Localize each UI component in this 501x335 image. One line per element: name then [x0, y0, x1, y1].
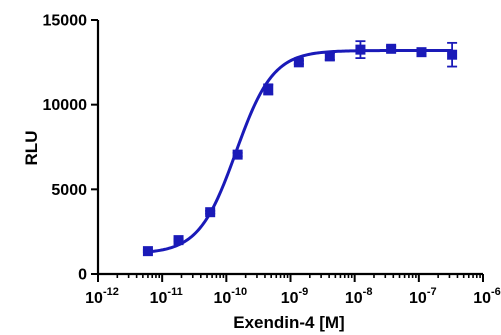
data-point — [232, 149, 243, 160]
data-point — [386, 43, 397, 54]
y-tick-label: 10000 — [43, 97, 88, 114]
data-point — [173, 235, 184, 246]
data-point — [447, 49, 458, 60]
fit-curve — [147, 48, 453, 254]
x-tick-label: 10-11 — [150, 286, 183, 307]
x-tick-label: 10-10 — [213, 286, 247, 307]
data-point — [263, 84, 274, 95]
y-tick-label: 0 — [78, 267, 87, 284]
fit-curve-layer — [147, 48, 453, 254]
data-point — [416, 47, 427, 58]
y-tick-label: 15000 — [43, 13, 88, 30]
y-tick-label: 5000 — [51, 182, 87, 199]
data-points-layer — [142, 40, 458, 257]
x-tick-label: 10-12 — [85, 286, 119, 307]
x-axis: 10-12 10-11 10-10 10-9 10-8 10-7 10-6 — [85, 272, 501, 307]
y-axis-label: RLU — [22, 131, 41, 166]
x-tick-label: 10-6 — [473, 286, 501, 307]
x-axis-label: Exendin-4 [M] — [233, 313, 344, 332]
y-axis: 0 5000 10000 15000 — [43, 13, 100, 284]
x-tick-label: 10-7 — [409, 286, 437, 307]
data-point — [324, 51, 335, 62]
data-point — [293, 57, 304, 68]
data-point — [355, 44, 366, 55]
x-tick-label: 10-9 — [281, 286, 309, 307]
data-point — [142, 246, 153, 257]
data-point — [205, 207, 216, 218]
x-tick-label: 10-8 — [345, 286, 373, 307]
